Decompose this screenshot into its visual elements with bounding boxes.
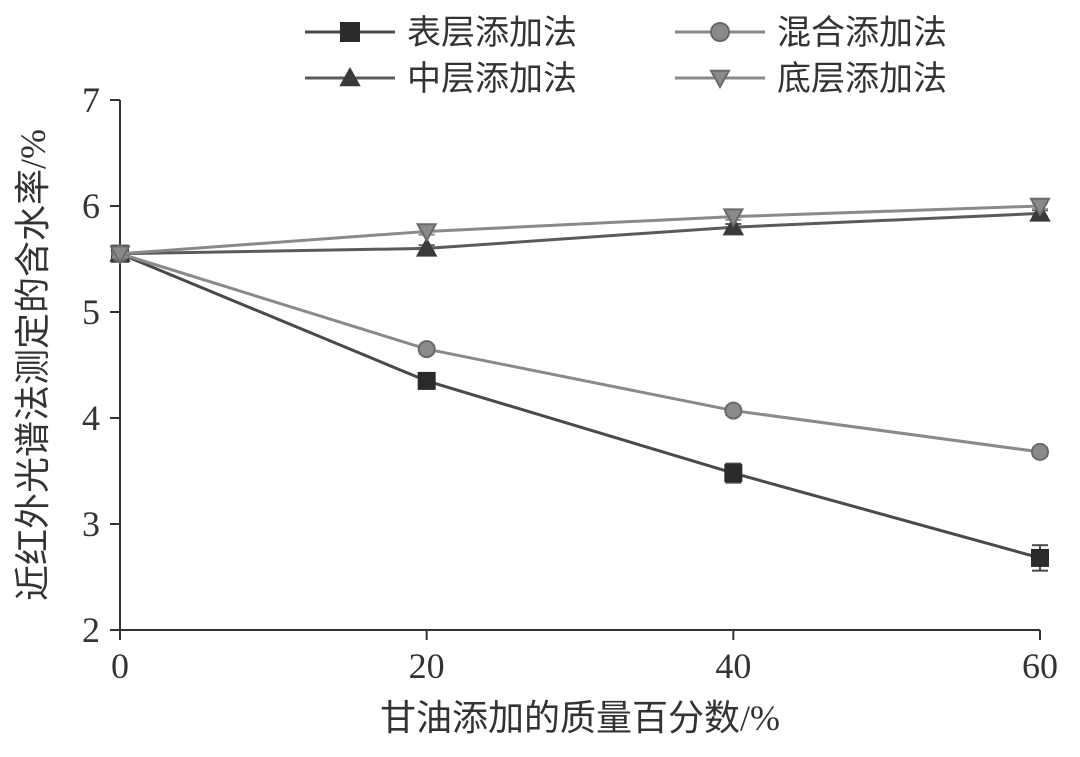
chart-container: 0 20 40 60 2 3 4 5 6 7 甘油添加的质量百分数/% 近红外光谱法测定的含水率/% 表… [0, 0, 1080, 757]
y-tick-label: 6 [82, 186, 100, 226]
marker-square [341, 23, 359, 41]
chart-bg [0, 0, 1080, 757]
marker-circle [419, 341, 435, 357]
y-tick-label: 3 [82, 504, 100, 544]
marker-square [725, 465, 741, 481]
marker-square [419, 373, 435, 389]
x-tick-label: 60 [1022, 646, 1058, 686]
marker-square [1032, 550, 1048, 566]
y-axis-label: 近红外光谱法测定的含水率/% [13, 129, 53, 601]
marker-circle [725, 403, 741, 419]
line-chart: 0 20 40 60 2 3 4 5 6 7 甘油添加的质量百分数/% 近红外光谱法测定的含水率/% 表… [0, 0, 1080, 757]
legend-label: 中层添加法 [407, 60, 577, 98]
x-axis-label: 甘油添加的质量百分数/% [380, 698, 780, 738]
legend-label: 底层添加法 [777, 60, 947, 98]
y-tick-label: 5 [82, 292, 100, 332]
legend-label: 表层添加法 [407, 14, 577, 52]
x-tick-label: 0 [111, 646, 129, 686]
marker-circle [711, 23, 729, 41]
marker-circle [1032, 444, 1048, 460]
y-tick-label: 7 [82, 80, 100, 120]
x-tick-label: 20 [409, 646, 445, 686]
y-tick-label: 4 [82, 398, 100, 438]
x-tick-label: 40 [715, 646, 751, 686]
legend-label: 混合添加法 [777, 14, 947, 52]
y-tick-label: 2 [82, 610, 100, 650]
